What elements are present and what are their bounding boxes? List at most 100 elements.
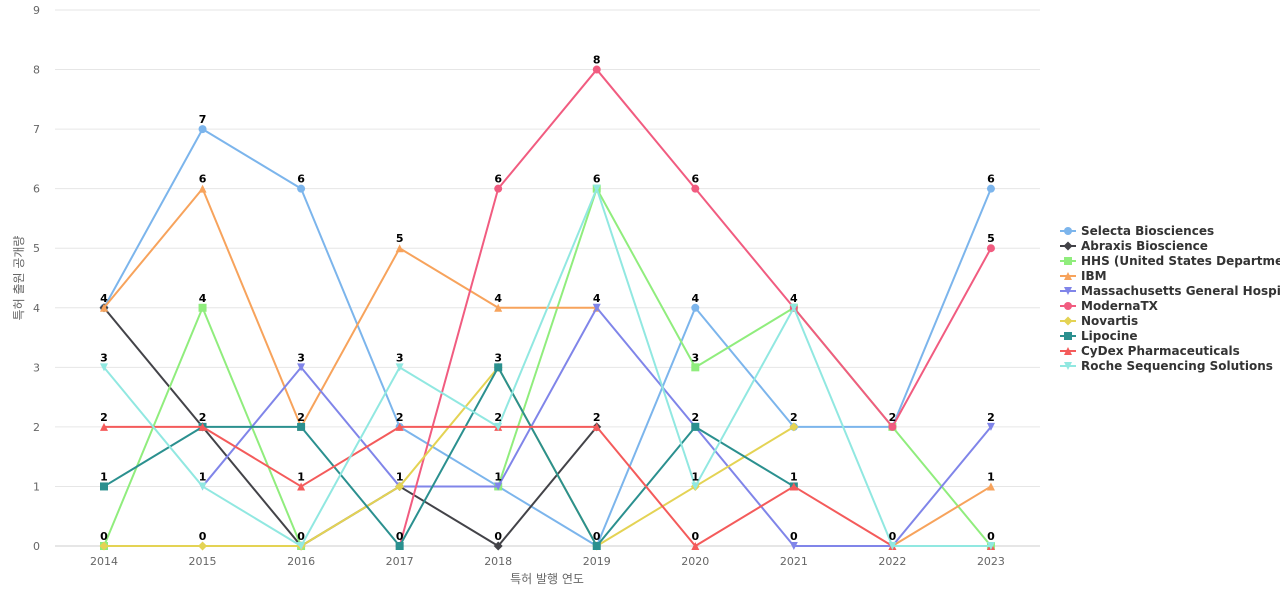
legend-label: Selecta Biosciences [1081, 224, 1214, 238]
data-label: 6 [593, 173, 601, 186]
data-point [494, 184, 503, 193]
series-group [99, 65, 995, 551]
data-point [99, 541, 109, 551]
data-label: 6 [691, 173, 699, 186]
data-point [100, 482, 108, 491]
data-point [494, 303, 503, 312]
data-label: 0 [396, 530, 404, 543]
data-point [198, 482, 207, 491]
data-label: 8 [593, 54, 601, 67]
data-label: 5 [396, 232, 404, 245]
x-tick-label: 2019 [583, 555, 611, 568]
data-label: 0 [691, 530, 699, 543]
legend-label: ModernaTX [1081, 299, 1159, 313]
legend-label: CyDex Pharmaceuticals [1081, 344, 1240, 358]
data-point [1064, 227, 1072, 235]
data-point [395, 481, 405, 491]
data-point [986, 184, 995, 193]
data-point [986, 542, 995, 550]
data-label: 2 [593, 411, 601, 424]
x-tick-label: 2015 [189, 555, 217, 568]
data-point [1064, 272, 1072, 280]
series-roche-sequencing-solutions [100, 184, 995, 550]
data-label: 6 [199, 173, 207, 186]
y-tick-label: 6 [33, 183, 40, 196]
data-label: 4 [593, 292, 601, 305]
data-point [986, 244, 995, 253]
data-point [592, 542, 601, 550]
data-label: 3 [494, 351, 502, 364]
series-lipocine [100, 363, 798, 550]
data-label: 0 [889, 530, 897, 543]
data-point [395, 422, 404, 431]
legend-item: ModernaTX [1060, 299, 1159, 313]
data-point [1064, 257, 1072, 265]
data-point [691, 184, 700, 193]
data-point [1064, 332, 1072, 340]
data-label: 0 [987, 530, 995, 543]
legend-item: HHS (United States Departme... [1060, 254, 1280, 268]
data-label: 4 [494, 292, 502, 305]
x-tick-label: 2023 [977, 555, 1005, 568]
data-point [494, 482, 503, 491]
data-point [198, 125, 207, 134]
legend-label: Novartis [1081, 314, 1138, 328]
data-label: 0 [100, 530, 108, 543]
legend-label: HHS (United States Departme... [1081, 254, 1280, 268]
x-tick-label: 2020 [681, 555, 709, 568]
data-point [297, 482, 306, 491]
legend-item: Novartis [1060, 314, 1138, 328]
data-point [493, 541, 503, 551]
data-label: 0 [297, 530, 305, 543]
data-point [297, 363, 306, 372]
data-point [789, 482, 798, 491]
data-point [691, 303, 700, 312]
legend-item: Lipocine [1060, 329, 1138, 343]
legend-label: Abraxis Bioscience [1081, 239, 1208, 253]
legend-item: IBM [1060, 269, 1107, 283]
data-label: 2 [691, 411, 699, 424]
data-label: 1 [100, 470, 108, 483]
data-label: 0 [593, 530, 601, 543]
data-label: 2 [100, 411, 108, 424]
data-point [494, 422, 503, 431]
data-label: 6 [987, 173, 995, 186]
data-label: 6 [494, 173, 502, 186]
data-point [592, 184, 601, 193]
x-tick-label: 2021 [780, 555, 808, 568]
data-point [789, 422, 799, 432]
data-point [198, 184, 207, 193]
x-tick-label: 2016 [287, 555, 315, 568]
y-tick-label: 4 [33, 302, 40, 315]
data-label: 2 [297, 411, 305, 424]
data-point [395, 363, 404, 372]
y-tick-label: 0 [33, 540, 40, 553]
series-line [891, 485, 992, 547]
data-label: 1 [396, 470, 404, 483]
data-label: 7 [199, 113, 207, 126]
data-label: 3 [100, 351, 108, 364]
data-label: 4 [790, 292, 798, 305]
legend-item: Massachusetts General Hospi... [1060, 284, 1280, 298]
data-point [1063, 241, 1073, 251]
x-axis-ticks: 2014 2015 2016 2017 2018 2019 2020 2021 2022 2023 [90, 555, 1005, 568]
data-label: 4 [691, 292, 699, 305]
data-label: 3 [396, 351, 404, 364]
data-point [1064, 302, 1072, 310]
y-tick-label: 7 [33, 123, 40, 136]
legend-item: Abraxis Bioscience [1060, 239, 1208, 253]
data-point [395, 542, 404, 550]
data-point [691, 363, 700, 372]
x-axis-title: 특허 발행 연도 [510, 571, 584, 586]
data-label: 1 [199, 470, 207, 483]
data-label: 1 [790, 470, 798, 483]
x-tick-label: 2018 [484, 555, 512, 568]
y-tick-label: 8 [33, 64, 40, 77]
data-point [395, 244, 404, 253]
data-point [888, 542, 897, 550]
data-point [100, 363, 108, 372]
data-label: 2 [987, 411, 995, 424]
data-point [592, 422, 601, 431]
data-label: 1 [494, 470, 502, 483]
